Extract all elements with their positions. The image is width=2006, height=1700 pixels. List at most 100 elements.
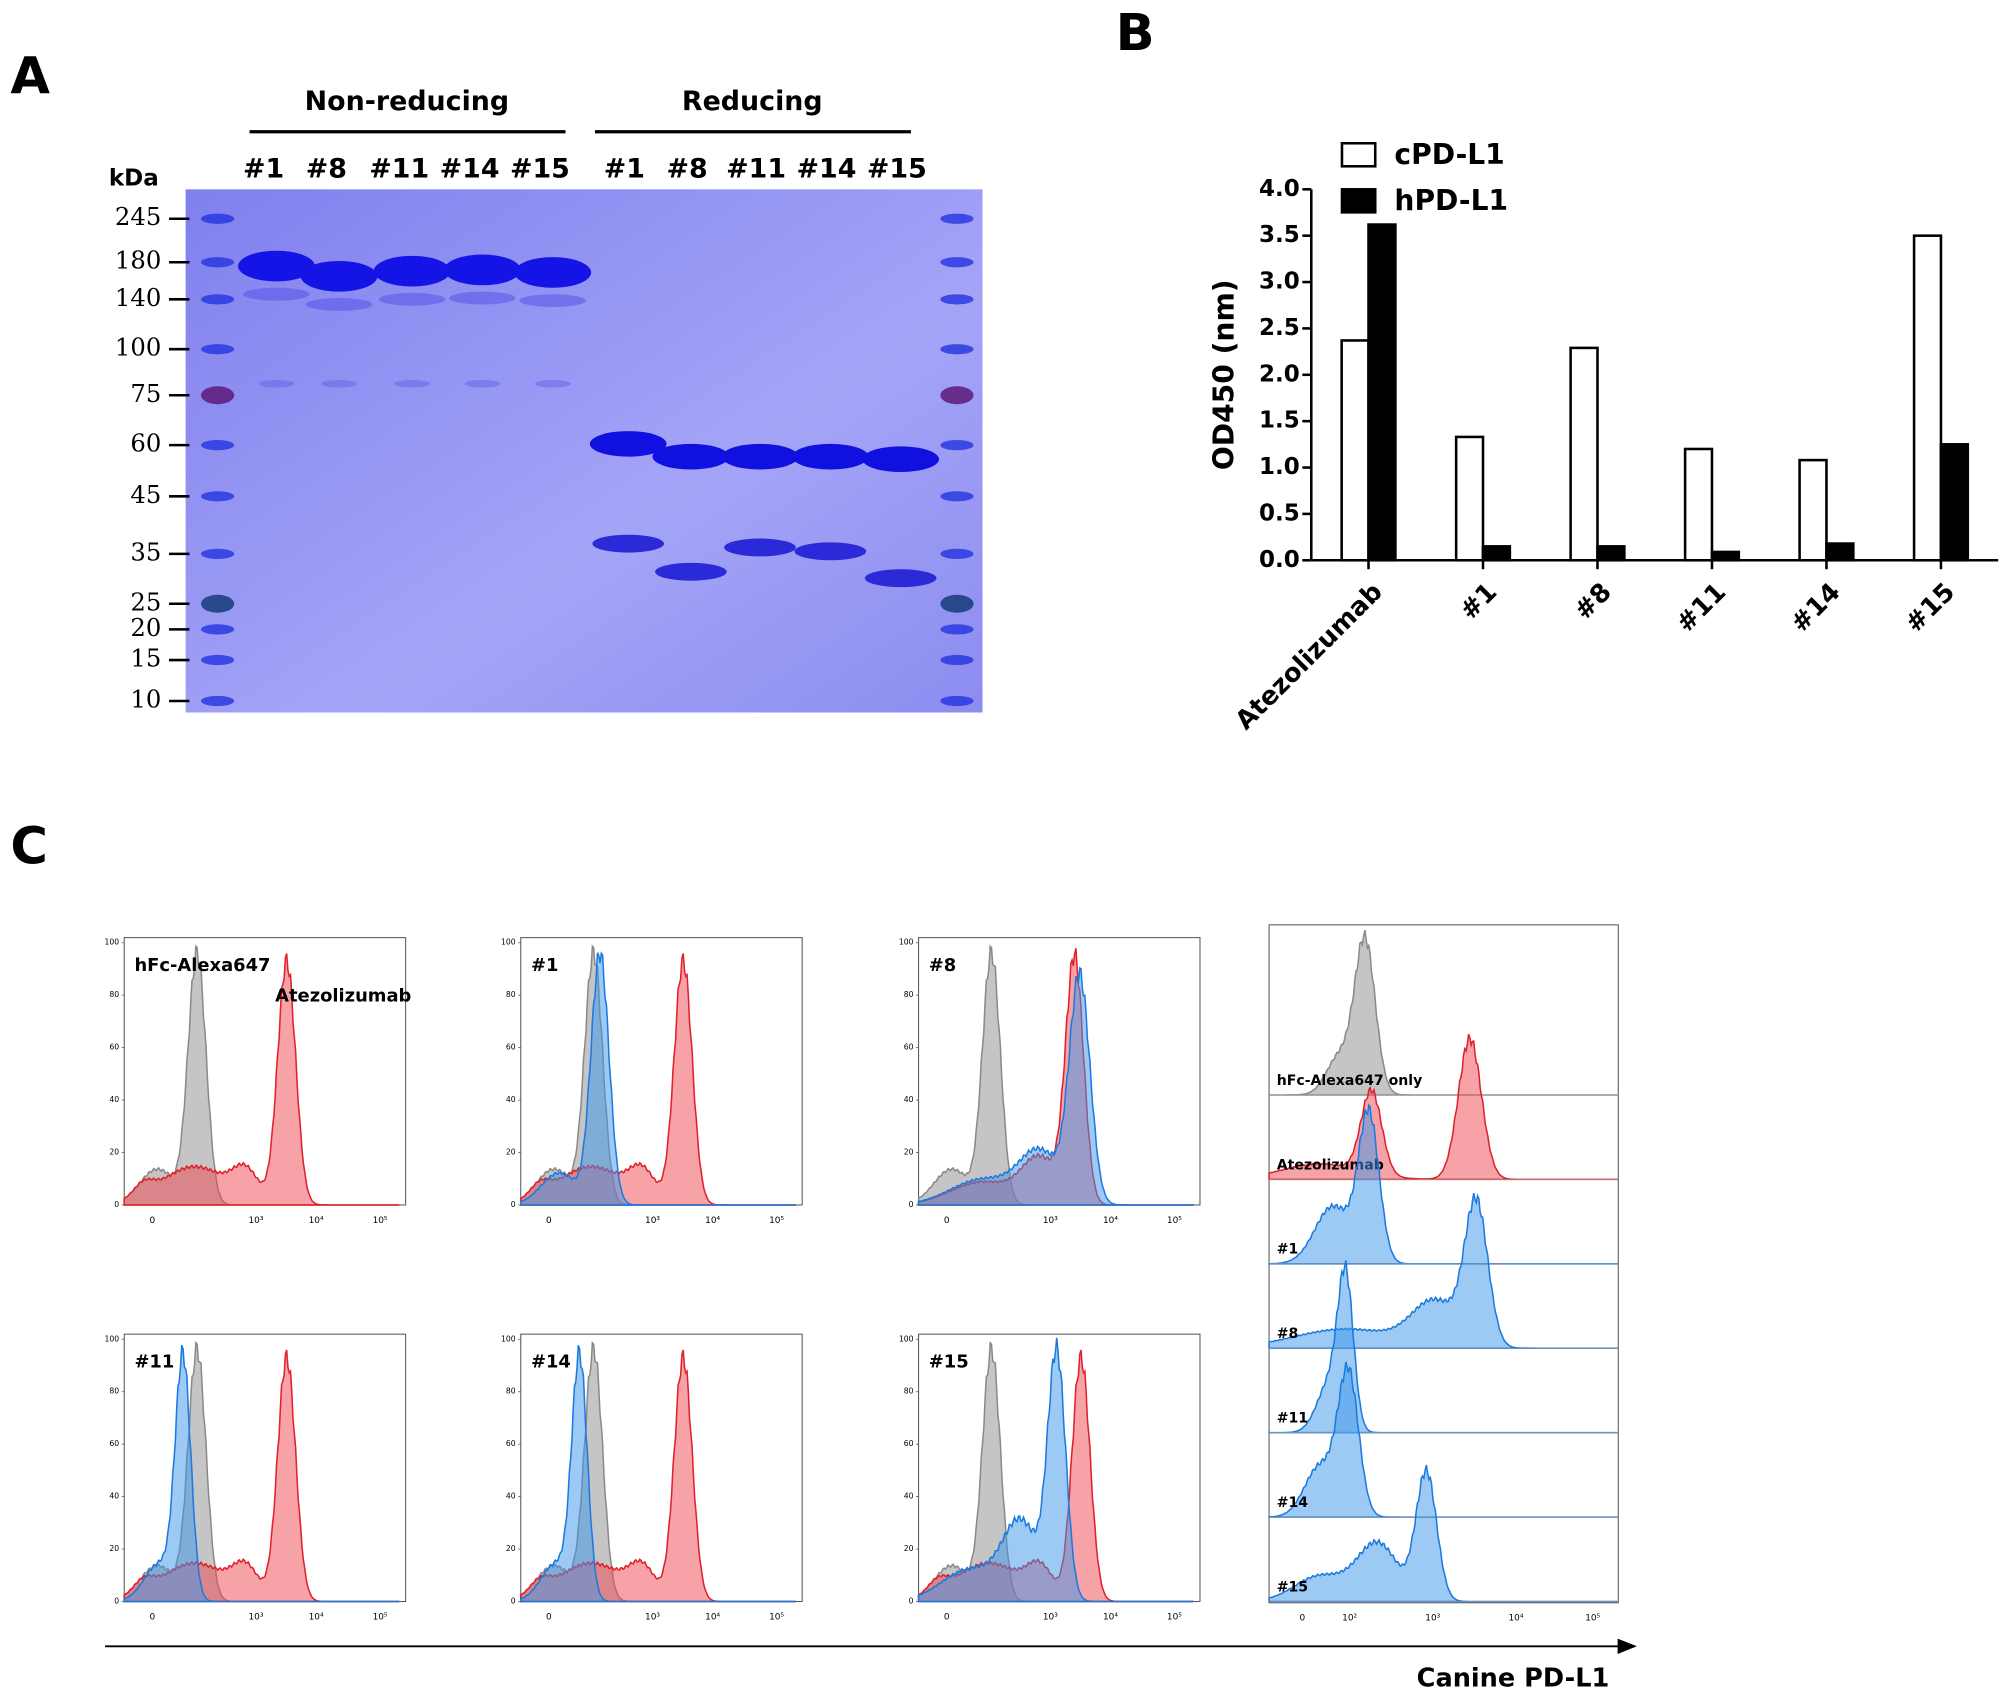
ladder-band [200, 548, 235, 559]
lane-label: #11 [726, 154, 786, 185]
histogram-atezolizumab [123, 953, 400, 1206]
ladder-band [200, 386, 235, 405]
y-tick-label: 1.0 [1259, 454, 1300, 480]
y-tick-label: 60 [109, 1043, 119, 1052]
x-tick-label: 10⁵ [769, 1612, 784, 1622]
y-tick-label: 80 [506, 990, 516, 999]
y-tick-label: 20 [904, 1544, 914, 1553]
x-tick-label: 10⁵ [1585, 1614, 1600, 1624]
marker-label: 20 [130, 613, 161, 642]
x-tick-label: 10⁴ [705, 1216, 720, 1226]
marker-label: 180 [115, 246, 161, 275]
band [444, 254, 521, 286]
y-tick-label: 3.0 [1259, 269, 1300, 295]
ladder-band [200, 213, 235, 224]
y-tick-label: 60 [904, 1439, 914, 1448]
y-tick-label: 4.0 [1259, 176, 1300, 202]
y-tick-label: 20 [109, 1148, 119, 1157]
x-tick-label: 10⁵ [1167, 1216, 1182, 1226]
ladder-band [940, 695, 974, 707]
lane-label: #11 [369, 154, 429, 185]
band-faint [305, 298, 373, 311]
group-label: Reducing [682, 86, 823, 117]
x-tick-label: 10⁵ [769, 1216, 784, 1226]
histogram-atezolizumab [519, 953, 796, 1206]
band-faint [394, 379, 430, 388]
ladder-band [200, 491, 235, 502]
bar [1825, 542, 1855, 562]
row-label: #14 [1277, 1495, 1309, 1511]
x-tick-label: 10³ [1043, 1612, 1058, 1622]
ladder-band [940, 654, 974, 666]
x-tick-label: 0 [150, 1216, 156, 1226]
x-tick-label: 0 [944, 1612, 950, 1622]
ladder-band [940, 440, 974, 451]
x-tick-label: 10⁵ [373, 1216, 388, 1226]
band-faint [321, 379, 358, 388]
x-tick-label: Atezolizumab [1230, 577, 1389, 736]
x-tick-label: 0 [546, 1612, 552, 1622]
band [794, 542, 867, 561]
band [724, 538, 796, 557]
legend-label: hPD-L1 [1394, 184, 1508, 217]
x-tick-label: #1 [1454, 577, 1503, 626]
band-faint [519, 294, 586, 307]
stack-histogram [1268, 1361, 1619, 1518]
row-label: #15 [1277, 1579, 1308, 1595]
x-tick-label: 10² [1342, 1614, 1357, 1624]
y-tick-label: 20 [506, 1544, 516, 1553]
y-tick-label: 60 [904, 1043, 914, 1052]
marker-label: 35 [130, 537, 161, 566]
y-tick-label: 80 [904, 990, 914, 999]
legend-swatch [1340, 141, 1377, 168]
band-faint [464, 379, 501, 388]
plot-frame [123, 937, 407, 1206]
x-tick-label: 10³ [1043, 1216, 1058, 1226]
panel-text: #11 [134, 1351, 174, 1372]
ladder-band [200, 257, 235, 268]
x-tick-label: #8 [1569, 577, 1618, 626]
x-tick-label: #15 [1900, 577, 1962, 639]
ladder-band [200, 695, 235, 707]
ladder-band [200, 624, 235, 635]
lane-label: #15 [867, 154, 927, 185]
y-tick-label: 60 [506, 1043, 516, 1052]
y-tick-label: 20 [904, 1148, 914, 1157]
y-tick-label: 40 [109, 1095, 119, 1104]
histogram-control [519, 944, 796, 1206]
panel-label: A [10, 47, 50, 106]
panel-label: B [1116, 4, 1155, 63]
lane-label: #8 [306, 154, 347, 185]
row-label: #11 [1277, 1411, 1308, 1427]
x-tick-label: 10⁵ [1167, 1612, 1182, 1622]
panel-text: #14 [531, 1351, 571, 1372]
x-tick-label: 0 [944, 1216, 950, 1226]
marker-label: 15 [130, 644, 161, 673]
ladder-band [200, 594, 235, 613]
row-label: hFc-Alexa647 only [1277, 1073, 1423, 1089]
x-tick-label: #11 [1671, 577, 1733, 639]
row-label: #1 [1277, 1242, 1299, 1258]
group-label: Non-reducing [305, 86, 509, 117]
band [791, 443, 869, 470]
bar [1367, 223, 1397, 562]
bar [1340, 339, 1370, 562]
panel-text: #1 [531, 955, 558, 976]
lane-label: #1 [604, 154, 645, 185]
x-tick-label: 0 [150, 1612, 156, 1622]
bar [1683, 447, 1714, 562]
y-tick-label: 80 [904, 1387, 914, 1396]
y-axis-label: OD450 (nm) [1208, 279, 1241, 470]
ladder-band [200, 294, 235, 305]
y-tick-label: 0 [909, 1200, 914, 1209]
y-tick-label: 100 [899, 938, 914, 947]
bar [1569, 346, 1599, 562]
marker-label: 245 [115, 202, 161, 231]
x-tick-label: 10³ [645, 1612, 660, 1622]
y-tick-label: 3.5 [1259, 222, 1300, 248]
bar [1454, 435, 1485, 562]
y-tick-label: 0.0 [1259, 547, 1300, 573]
x-tick-label: 10⁴ [1508, 1614, 1523, 1624]
bar [1798, 458, 1828, 562]
